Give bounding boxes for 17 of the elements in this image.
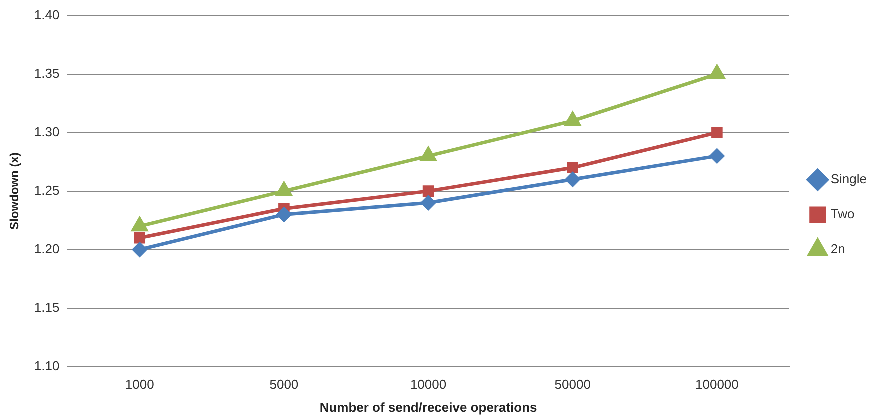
x-tick-label: 100000	[696, 377, 739, 392]
x-tick-label: 5000	[270, 377, 299, 392]
y-tick-label: 1.40	[34, 7, 60, 22]
x-tick-label: 50000	[554, 377, 591, 392]
y-tick-label: 1.15	[34, 300, 60, 315]
y-axis-title: Slowdown (x)	[8, 152, 22, 230]
x-axis-title: Number of send/receive operations	[320, 400, 538, 415]
legend-label: Two	[830, 206, 855, 222]
y-tick-label: 1.25	[34, 182, 60, 198]
y-tick-label: 1.10	[34, 358, 60, 374]
x-tick-label: 10000	[410, 377, 447, 392]
y-tick-label: 1.30	[34, 124, 60, 140]
legend-label: 2n	[830, 242, 846, 257]
legend-label: Single	[830, 172, 868, 187]
y-tick-label: 1.35	[34, 66, 60, 81]
x-tick-label: 1000	[125, 377, 154, 392]
y-tick-label: 1.20	[34, 241, 60, 256]
